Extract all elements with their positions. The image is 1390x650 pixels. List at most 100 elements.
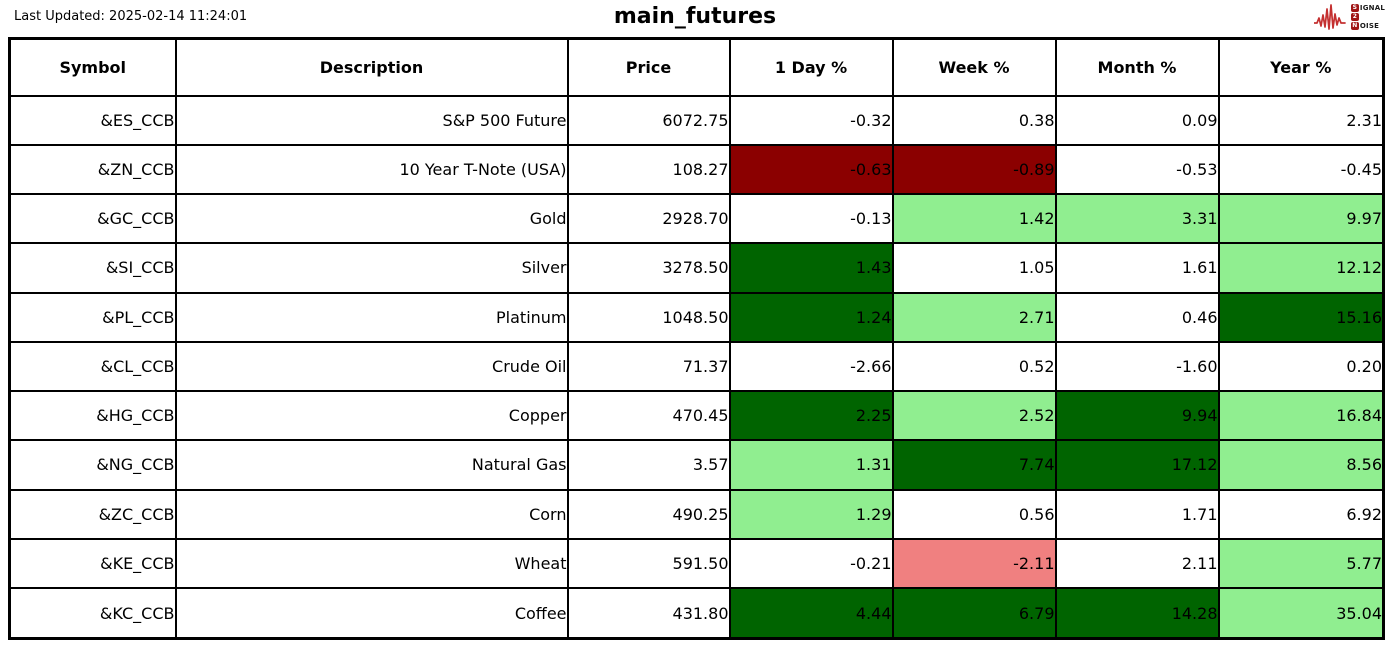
page-title: main_futures	[613, 4, 777, 29]
futures-table: Symbol Description Price 1 Day % Week % Month…	[8, 37, 1385, 640]
price-cell: 2928.70	[566, 192, 731, 245]
percent-cell: 4.44	[728, 587, 894, 640]
column-header: Week %	[891, 37, 1057, 97]
description-cell: Copper	[174, 389, 569, 442]
table-row: &HG_CCB Copper 470.45 2.25 2.52 9.94 16.84	[8, 389, 1385, 442]
percent-cell: 1.71	[1054, 488, 1220, 540]
percent-cell: 9.94	[1054, 389, 1220, 442]
percent-cell: 1.29	[728, 488, 894, 540]
symbol-cell: &PL_CCB	[8, 291, 177, 343]
signal2noise-logo: S IGNAL 2 N OISE	[1313, 2, 1385, 32]
percent-cell: 2.25	[728, 389, 894, 442]
percent-cell: 2.71	[891, 291, 1057, 343]
price-cell: 108.27	[566, 143, 731, 196]
price-cell: 470.45	[566, 389, 731, 442]
percent-cell: -0.32	[728, 94, 894, 146]
price-cell: 71.37	[566, 340, 731, 393]
percent-cell: -2.66	[728, 340, 894, 393]
description-cell: Platinum	[174, 291, 569, 343]
percent-cell: 0.38	[891, 94, 1057, 146]
logo-letterbox-n: N	[1350, 22, 1359, 30]
price-cell: 490.25	[566, 488, 731, 540]
price-cell: 3278.50	[566, 242, 731, 294]
description-cell: Wheat	[174, 537, 569, 590]
percent-cell: 16.84	[1217, 389, 1385, 442]
percent-cell: 1.61	[1054, 242, 1220, 294]
percent-cell: 1.05	[891, 242, 1057, 294]
percent-cell: -0.21	[728, 537, 894, 590]
percent-cell: 1.24	[728, 291, 894, 343]
table-row: &CL_CCB Crude Oil 71.37 -2.66 0.52 -1.60 0.20	[8, 340, 1385, 393]
symbol-cell: &HG_CCB	[8, 389, 177, 442]
symbol-cell: &KE_CCB	[8, 537, 177, 590]
percent-cell: 15.16	[1217, 291, 1385, 343]
table-row: &GC_CCB Gold 2928.70 -0.13 1.42 3.31 9.97	[8, 192, 1385, 245]
column-header: Description	[174, 37, 569, 97]
symbol-cell: &ES_CCB	[8, 94, 177, 146]
percent-cell: 7.74	[891, 439, 1057, 491]
percent-cell: 0.52	[891, 340, 1057, 393]
price-cell: 1048.50	[566, 291, 731, 343]
percent-cell: -1.60	[1054, 340, 1220, 393]
percent-cell: 2.11	[1054, 537, 1220, 590]
table-row: &ZC_CCB Corn 490.25 1.29 0.56 1.71 6.92	[8, 488, 1385, 540]
symbol-cell: &NG_CCB	[8, 439, 177, 491]
percent-cell: 12.12	[1217, 242, 1385, 294]
percent-cell: 6.79	[891, 587, 1057, 640]
symbol-cell: &GC_CCB	[8, 192, 177, 245]
description-cell: Silver	[174, 242, 569, 294]
logo-letterbox-s: S	[1350, 4, 1359, 12]
table-row: &KE_CCB Wheat 591.50 -0.21 -2.11 2.11 5.77	[8, 537, 1385, 590]
percent-cell: -0.13	[728, 192, 894, 245]
percent-cell: 1.43	[728, 242, 894, 294]
logo-text: S IGNAL 2 N OISE	[1350, 4, 1385, 30]
table-row: &SI_CCB Silver 3278.50 1.43 1.05 1.61 12.12	[8, 242, 1385, 294]
percent-cell: 0.46	[1054, 291, 1220, 343]
column-header: Price	[566, 37, 731, 97]
percent-cell: -0.89	[891, 143, 1057, 196]
percent-cell: 0.09	[1054, 94, 1220, 146]
table-row: &PL_CCB Platinum 1048.50 1.24 2.71 0.46 15.16	[8, 291, 1385, 343]
description-cell: Gold	[174, 192, 569, 245]
table-row: &ZN_CCB 10 Year T-Note (USA) 108.27 -0.63 -0…	[8, 143, 1385, 196]
column-header: Year %	[1217, 37, 1385, 97]
percent-cell: 8.56	[1217, 439, 1385, 491]
symbol-cell: &CL_CCB	[8, 340, 177, 393]
description-cell: Coffee	[174, 587, 569, 640]
percent-cell: 35.04	[1217, 587, 1385, 640]
symbol-cell: &SI_CCB	[8, 242, 177, 294]
percent-cell: 5.77	[1217, 537, 1385, 590]
logo-line-signal: S IGNAL	[1350, 4, 1385, 12]
logo-line-noise: N OISE	[1350, 22, 1385, 30]
percent-cell: 2.31	[1217, 94, 1385, 146]
table-row: &KC_CCB Coffee 431.80 4.44 6.79 14.28 35.04	[8, 587, 1385, 640]
price-cell: 431.80	[566, 587, 731, 640]
percent-cell: 2.52	[891, 389, 1057, 442]
price-cell: 3.57	[566, 439, 731, 491]
percent-cell: 14.28	[1054, 587, 1220, 640]
percent-cell: -2.11	[891, 537, 1057, 590]
percent-cell: 6.92	[1217, 488, 1385, 540]
description-cell: 10 Year T-Note (USA)	[174, 143, 569, 196]
description-cell: Crude Oil	[174, 340, 569, 393]
description-cell: Natural Gas	[174, 439, 569, 491]
column-header: 1 Day %	[728, 37, 894, 97]
percent-cell: 3.31	[1054, 192, 1220, 245]
last-updated-label: Last Updated: 2025-02-14 11:24:01	[14, 9, 248, 24]
waveform-icon	[1313, 4, 1346, 30]
symbol-cell: &KC_CCB	[8, 587, 177, 640]
price-cell: 591.50	[566, 537, 731, 590]
table-row: &NG_CCB Natural Gas 3.57 1.31 7.74 17.12 8.56	[8, 439, 1385, 491]
percent-cell: -0.45	[1217, 143, 1385, 196]
percent-cell: 9.97	[1217, 192, 1385, 245]
percent-cell: -0.63	[728, 143, 894, 196]
table-body: &ES_CCB S&P 500 Future 6072.75 -0.32 0.38 0.0…	[8, 94, 1385, 640]
percent-cell: 1.42	[891, 192, 1057, 245]
header-row: Symbol Description Price 1 Day % Week % Month…	[8, 37, 1385, 97]
price-cell: 6072.75	[566, 94, 731, 146]
column-header: Month %	[1054, 37, 1220, 97]
percent-cell: 0.20	[1217, 340, 1385, 393]
logo-line-2: 2	[1350, 13, 1385, 21]
logo-word-ignal: IGNAL	[1359, 4, 1385, 12]
percent-cell: -0.53	[1054, 143, 1220, 196]
